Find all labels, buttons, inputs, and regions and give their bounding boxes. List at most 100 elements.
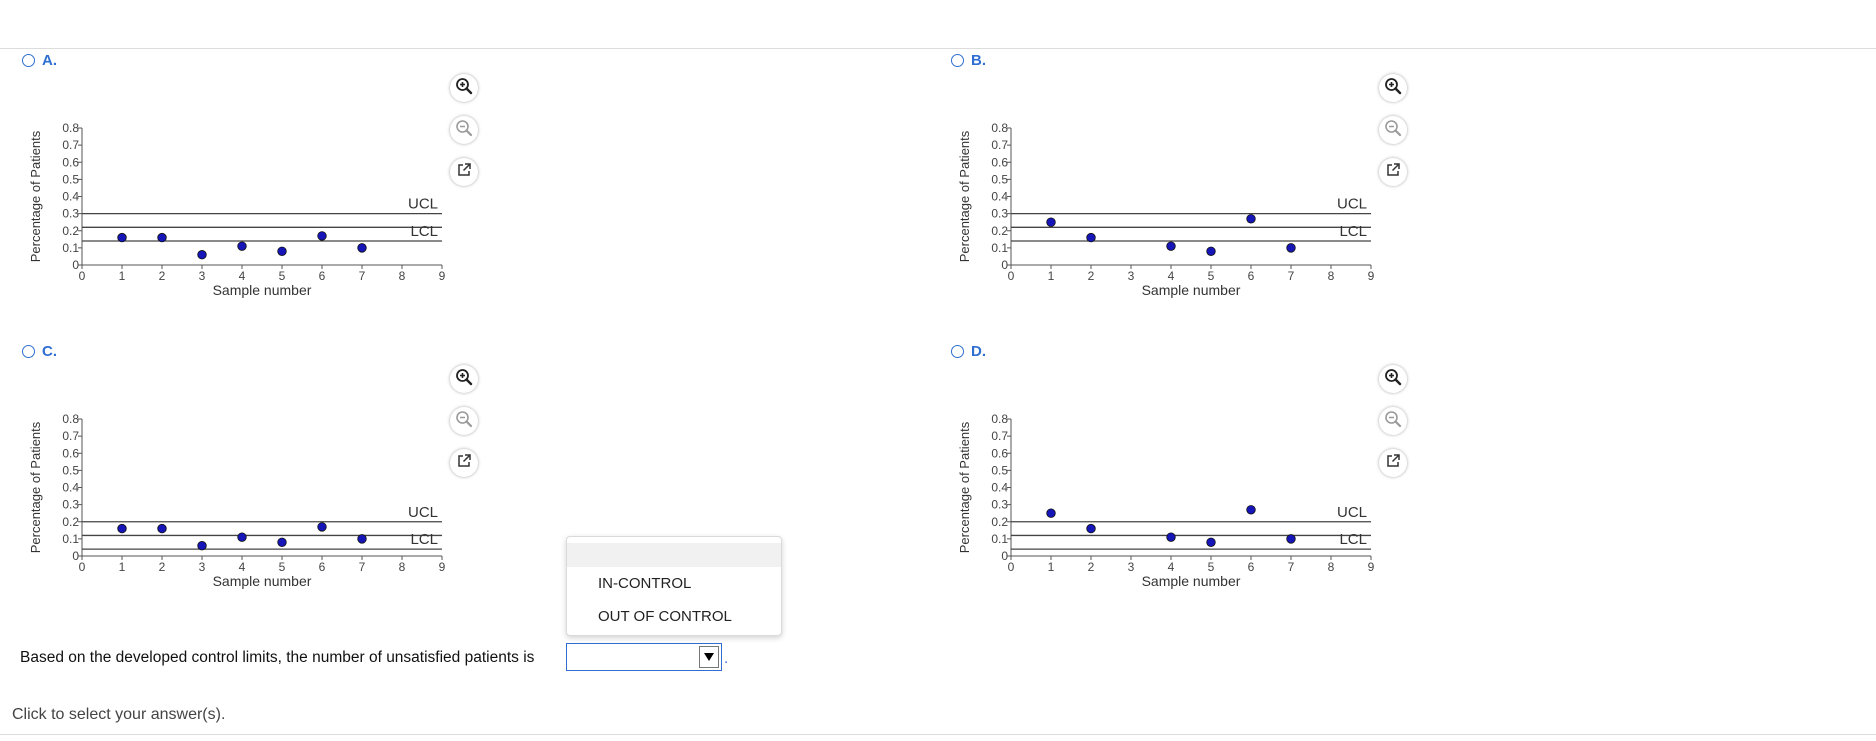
option-c: C. 0 0.1 0.2 0.3 0.4 0.5 0.6 0.7 0.8 0 1 2 3 4 5 6 7 8 9 Sa…: [22, 341, 502, 631]
option-c-radio[interactable]: [22, 344, 35, 358]
y-tick-label: 0.3: [991, 207, 1008, 221]
data-point: [157, 232, 167, 243]
y-tick-label: 0.3: [62, 498, 79, 512]
data-point: [277, 246, 287, 257]
y-tick-label: 0.7: [62, 138, 79, 152]
x-tick-label: 5: [279, 269, 286, 283]
x-tick-label: 8: [399, 269, 406, 283]
y-tick-label: 0.1: [62, 241, 79, 255]
zoom-in-button[interactable]: [1379, 365, 1407, 393]
x-tick-label: 2: [1088, 269, 1095, 283]
x-tick-label: 5: [1208, 560, 1215, 574]
chart-b-tools: [1379, 74, 1409, 200]
data-point: [237, 532, 247, 542]
chart-d-tools: [1379, 365, 1409, 491]
zoom-in-button[interactable]: [450, 74, 478, 102]
zoom-out-button[interactable]: [1379, 116, 1407, 144]
limit-label-lcl: LCL: [410, 223, 438, 240]
x-axis-label: Sample number: [213, 282, 312, 298]
y-tick-label: 0: [1001, 549, 1008, 563]
y-tick-label: 0.5: [991, 463, 1008, 477]
x-tick-label: 9: [439, 560, 446, 574]
chart-c: 00.10.20.30.40.50.60.70.80 1 2 3 4 5 6 7 8 9Sampl…: [28, 412, 446, 589]
data-point: [237, 241, 247, 251]
data-point: [317, 522, 327, 532]
triangle-down-icon: [704, 653, 714, 661]
x-axis-label: Sample number: [1142, 282, 1241, 298]
y-tick-label: 0.7: [62, 429, 79, 443]
y-tick-label: 0.2: [62, 515, 79, 529]
data-point: [317, 231, 327, 241]
zoom-in-button[interactable]: [1379, 74, 1407, 102]
x-axis-label: Sample number: [213, 573, 312, 589]
option-b: B. 0 0.1 0.2 0.3 0.4 0.5 0.6 0.7 0.8 0 1 2 3 4 5 6 7 8 9 Sa…: [951, 50, 1431, 340]
x-tick-label: 6: [319, 560, 326, 574]
option-b-radio[interactable]: [951, 53, 964, 67]
bottom-divider: [0, 734, 1876, 735]
x-tick-label: 4: [1168, 560, 1175, 574]
popout-icon: [1385, 453, 1401, 474]
dropdown-blank-option[interactable]: [567, 543, 781, 567]
x-tick-label: 3: [199, 269, 206, 283]
zoom-in-icon: [1384, 368, 1402, 391]
x-tick-label: 3: [199, 560, 206, 574]
chart-b: 00.10.20.30.40.50.60.70.80 1 2 3 4 5 6 7 8 9Sampl…: [957, 121, 1375, 298]
popout-button[interactable]: [1379, 449, 1407, 477]
x-tick-label: 0: [79, 269, 86, 283]
select-arrow-button[interactable]: [699, 646, 719, 668]
chart-a-tools: [450, 74, 480, 200]
y-tick-label: 0.3: [62, 207, 79, 221]
x-tick-label: 1: [119, 269, 126, 283]
option-a-radio[interactable]: [22, 53, 35, 67]
popout-button[interactable]: [450, 449, 478, 477]
option-b-radio-label[interactable]: B.: [951, 50, 986, 70]
y-tick-label: 0.8: [991, 412, 1008, 426]
x-tick-label: 5: [279, 560, 286, 574]
zoom-out-button[interactable]: [450, 407, 478, 435]
x-tick-label: 6: [1248, 269, 1255, 283]
x-tick-label: 6: [319, 269, 326, 283]
option-a-radio-label[interactable]: A.: [22, 50, 57, 70]
data-point: [1286, 243, 1296, 253]
y-tick-label: 0.5: [62, 463, 79, 477]
option-b-letter: B.: [971, 51, 986, 69]
data-point: [157, 523, 167, 534]
question-text: Based on the developed control limits, t…: [20, 649, 535, 666]
x-tick-label: 7: [359, 560, 366, 574]
option-d-radio[interactable]: [951, 344, 964, 358]
x-tick-label: 5: [1208, 269, 1215, 283]
dropdown-option-in-control[interactable]: IN-CONTROL: [598, 575, 692, 592]
zoom-in-button[interactable]: [450, 365, 478, 393]
data-point: [277, 537, 287, 548]
limit-label-lcl: LCL: [1339, 223, 1367, 240]
zoom-out-button[interactable]: [450, 116, 478, 144]
zoom-out-icon: [455, 410, 473, 433]
answer-select[interactable]: [566, 643, 722, 671]
data-point: [1206, 537, 1216, 548]
limit-label-lcl: LCL: [410, 531, 438, 548]
y-tick-label: 0: [1001, 258, 1008, 272]
option-a-letter: A.: [42, 51, 57, 69]
select-answer-hint: Click to select your answer(s).: [12, 706, 226, 723]
data-point: [197, 541, 207, 551]
popout-button[interactable]: [450, 158, 478, 186]
y-tick-label: 0.8: [62, 121, 79, 135]
x-tick-label: 4: [239, 269, 246, 283]
y-tick-label: 0.4: [62, 481, 79, 495]
y-tick-label: 0.4: [991, 481, 1008, 495]
x-tick-label: 1: [119, 560, 126, 574]
chart-c-tools: [450, 365, 480, 491]
popout-button[interactable]: [1379, 158, 1407, 186]
dropdown-option-out-of-control[interactable]: OUT OF CONTROL: [598, 608, 732, 625]
zoom-out-button[interactable]: [1379, 407, 1407, 435]
option-c-radio-label[interactable]: C.: [22, 341, 57, 361]
popout-icon: [1385, 162, 1401, 183]
top-divider: [0, 48, 1876, 49]
data-point: [357, 534, 367, 544]
option-d-radio-label[interactable]: D.: [951, 341, 986, 361]
data-point: [1046, 217, 1056, 227]
limit-label-ucl: UCL: [408, 504, 438, 521]
y-tick-label: 0.3: [991, 498, 1008, 512]
x-tick-label: 9: [439, 269, 446, 283]
data-point: [1166, 241, 1176, 251]
